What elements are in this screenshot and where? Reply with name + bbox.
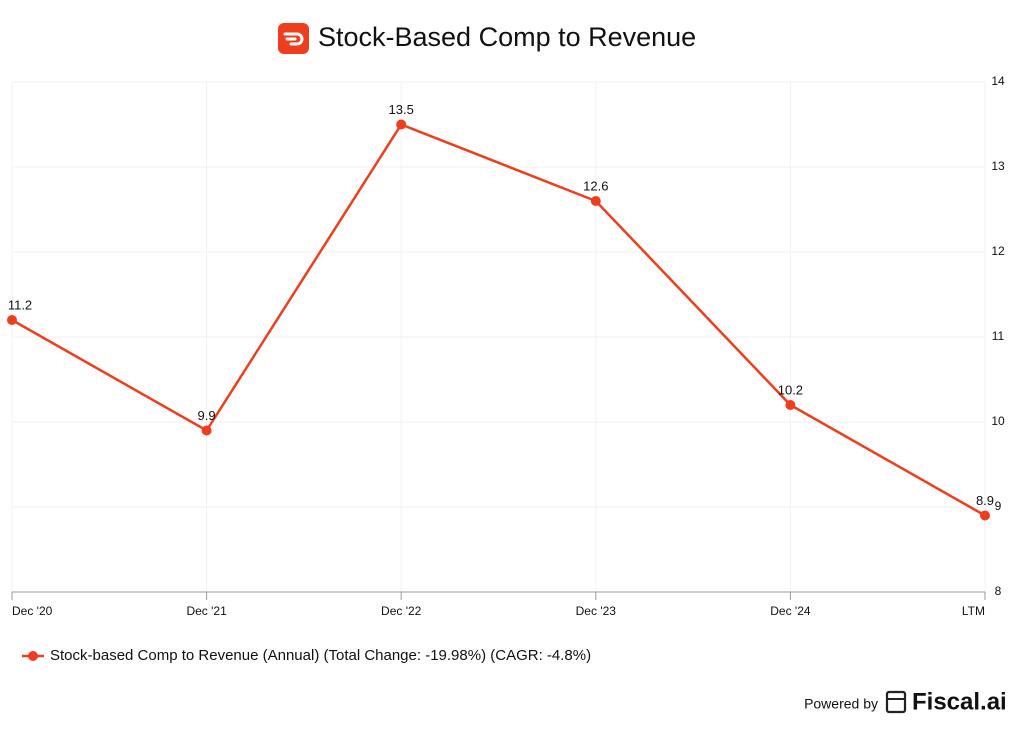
data-point (590, 196, 601, 206)
y-tick-label: 11 (992, 329, 1005, 343)
brand: Fiscal.ai (912, 688, 1007, 715)
logo-glyph (283, 32, 304, 46)
legend-label: Stock-based Comp to Revenue (Annual) (To… (50, 647, 591, 664)
data-label: 11.2 (8, 297, 32, 312)
y-tick-label: 8 (995, 584, 1002, 598)
data-label: 10.2 (778, 382, 803, 397)
data-label: 8.9 (976, 493, 994, 508)
x-tick-label: Dec '20 (12, 604, 53, 618)
x-tick-label: Dec '23 (576, 604, 617, 618)
y-tick-label: 10 (991, 414, 1005, 428)
chart-title: Stock-Based Comp to Revenue (318, 22, 696, 52)
y-tick-label: 13 (991, 159, 1005, 173)
data-label: 13.5 (389, 102, 414, 117)
brand-icon (885, 690, 907, 714)
y-tick-label: 12 (991, 244, 1005, 258)
y-tick-label: 9 (995, 499, 1002, 513)
y-tick-label: 14 (991, 74, 1005, 88)
x-tick-label: Dec '22 (381, 604, 422, 618)
data-point (201, 425, 212, 436)
data-label: 12.6 (583, 178, 608, 193)
powered-by: Powered by (804, 696, 878, 712)
data-point (7, 315, 17, 325)
data-label: 9.9 (198, 408, 216, 423)
legend-marker (28, 651, 38, 661)
data-point (396, 119, 407, 130)
data-point (980, 510, 990, 521)
series-line (11, 122, 986, 517)
x-tick-label: Dec '24 (770, 604, 811, 618)
x-tick-label: LTM (962, 604, 985, 618)
data-point (785, 400, 796, 410)
x-tick-label: Dec '21 (186, 604, 227, 618)
